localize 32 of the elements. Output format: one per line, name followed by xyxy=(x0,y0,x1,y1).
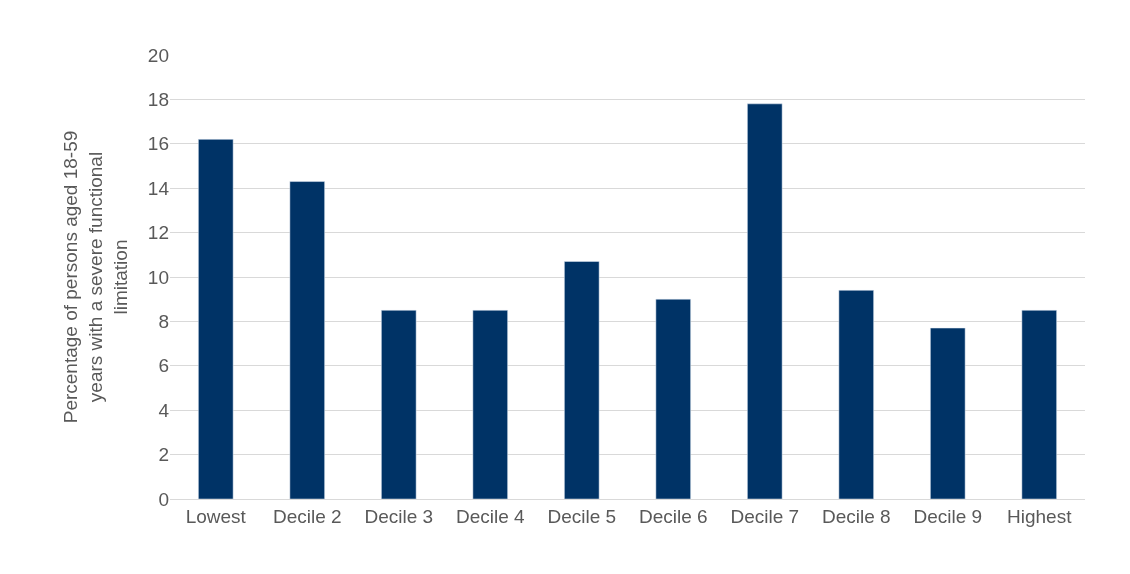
x-tick-label: Decile 7 xyxy=(730,505,800,527)
y-tick-label: 20 xyxy=(147,44,169,66)
y-tick-label: 16 xyxy=(147,133,169,155)
bar xyxy=(564,261,600,499)
x-tick-label: Decile 8 xyxy=(821,505,891,527)
y-tick-label: 8 xyxy=(158,311,169,333)
bar xyxy=(472,310,508,499)
bar xyxy=(930,327,966,499)
y-tick-label: 10 xyxy=(147,266,169,288)
bar xyxy=(655,298,691,499)
y-tick-label: 14 xyxy=(147,177,170,199)
x-tick-label: Decile 5 xyxy=(547,505,617,527)
x-tick-label: Decile 9 xyxy=(913,505,983,527)
y-tick-label: 4 xyxy=(158,399,170,421)
y-tick-label: 2 xyxy=(158,444,169,466)
bar xyxy=(838,290,874,499)
x-tick-label: Lowest xyxy=(185,505,247,527)
bar xyxy=(289,181,325,499)
y-tick-label: 12 xyxy=(147,222,169,244)
x-tick-label: Decile 3 xyxy=(364,505,434,527)
bar xyxy=(1021,310,1057,499)
y-tick-label: 18 xyxy=(147,89,169,111)
bar xyxy=(198,139,234,499)
bar xyxy=(381,310,417,499)
x-tick-label: Decile 6 xyxy=(638,505,708,527)
x-tick-label: Decile 2 xyxy=(272,505,342,527)
bar xyxy=(747,103,783,499)
y-axis-title: Percentage of persons aged 18-59 years with a severe functional limitation xyxy=(60,130,131,424)
y-tick-label: 0 xyxy=(158,488,169,510)
y-tick-label: 6 xyxy=(158,355,169,377)
x-tick-label: Decile 4 xyxy=(455,505,525,527)
x-tick-label: Highest xyxy=(1007,505,1073,527)
